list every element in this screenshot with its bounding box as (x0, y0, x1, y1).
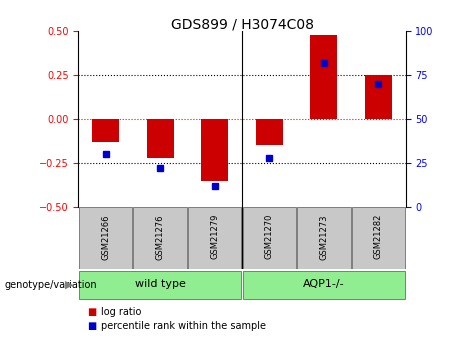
Text: GSM21266: GSM21266 (101, 214, 110, 259)
Text: GDS899 / H3074C08: GDS899 / H3074C08 (171, 17, 313, 31)
Bar (365, 75, 392, 119)
Text: wild type: wild type (135, 279, 186, 289)
Bar (201, 119, 228, 181)
Bar (79, 270, 242, 298)
Bar (92, 119, 119, 142)
Bar (188, 207, 242, 269)
Text: GSM21270: GSM21270 (265, 214, 274, 259)
Bar (256, 119, 283, 146)
Bar (242, 270, 405, 298)
Text: ■: ■ (88, 307, 97, 317)
Text: GSM21276: GSM21276 (156, 214, 165, 259)
Text: ▶: ▶ (65, 280, 74, 289)
Bar (134, 207, 187, 269)
Bar (352, 207, 405, 269)
Text: ■: ■ (88, 321, 97, 331)
Bar (147, 119, 174, 158)
Bar (79, 207, 132, 269)
Bar (297, 207, 350, 269)
Text: GSM21282: GSM21282 (374, 214, 383, 259)
Text: log ratio: log ratio (101, 307, 142, 317)
Text: GSM21273: GSM21273 (319, 214, 328, 259)
Text: AQP1-/-: AQP1-/- (303, 279, 345, 289)
Bar (310, 34, 337, 119)
Text: genotype/variation: genotype/variation (5, 280, 97, 289)
Text: percentile rank within the sample: percentile rank within the sample (101, 321, 266, 331)
Text: GSM21279: GSM21279 (210, 214, 219, 259)
Bar (242, 207, 296, 269)
